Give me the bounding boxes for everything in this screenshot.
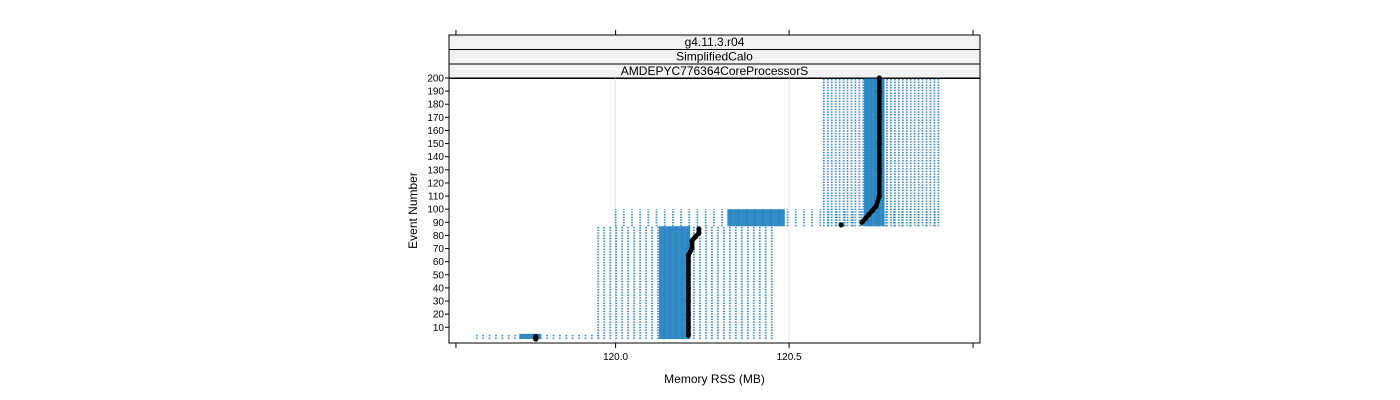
- strip-label: g4.11.3.r04: [685, 35, 745, 49]
- axes: 10 20 30 40 50 60 70 80 90 100 110 120 130 140 150 160 1…: [427, 30, 974, 363]
- y-tick-label: 160: [427, 126, 444, 137]
- y-tick-label: 130: [427, 165, 444, 176]
- y-tick-label: 180: [427, 100, 444, 111]
- y-tick-label: 60: [433, 257, 445, 268]
- x-tick-label: 120.5: [777, 352, 802, 363]
- y-tick-label: 150: [427, 139, 444, 150]
- run-dense-band: [519, 333, 542, 340]
- y-tick-label: 50: [433, 270, 445, 281]
- y-tick-label: 190: [427, 87, 444, 98]
- median-series: [533, 75, 882, 342]
- y-tick-label: 170: [427, 113, 444, 124]
- runs-series: [475, 78, 940, 340]
- run-dense-band: [727, 209, 785, 227]
- y-tick-label: 70: [433, 244, 445, 255]
- y-tick-label: 200: [427, 74, 444, 85]
- x-tick-label: 120.0: [603, 352, 628, 363]
- y-tick-label: 80: [433, 231, 445, 242]
- strip-label: AMDEPYC776364CoreProcessorS: [621, 64, 808, 78]
- run-dense-band: [658, 226, 691, 340]
- median-segment: [860, 216, 868, 224]
- y-tick-label: 110: [428, 192, 444, 203]
- panel-strips: g4.11.3.r04SimplifiedCaloAMDEPYC776364Co…: [448, 34, 981, 79]
- y-tick-label: 30: [433, 297, 445, 308]
- median-segment: [870, 205, 878, 212]
- median-segment: [686, 247, 694, 257]
- median-segment: [690, 235, 698, 243]
- grid-lines: [615, 78, 790, 343]
- median-segment: [873, 195, 882, 208]
- y-tick-label: 100: [427, 205, 444, 216]
- panel-frame: [448, 77, 981, 344]
- y-tick-label: 120: [427, 178, 444, 189]
- y-tick-label: 10: [433, 323, 445, 334]
- y-tick-label: 140: [427, 152, 444, 163]
- median-point: [838, 222, 844, 228]
- median-segment: [693, 231, 701, 239]
- median-segment: [863, 212, 871, 220]
- strip-label: SimplifiedCalo: [676, 50, 753, 64]
- y-tick-label: 90: [433, 218, 445, 229]
- y-tick-label: 40: [433, 283, 445, 294]
- x-axis-title: Memory RSS (MB): [664, 372, 765, 386]
- median-segment: [867, 209, 875, 216]
- y-axis-title: Event Number: [406, 172, 420, 249]
- y-tick-label: 20: [433, 310, 445, 321]
